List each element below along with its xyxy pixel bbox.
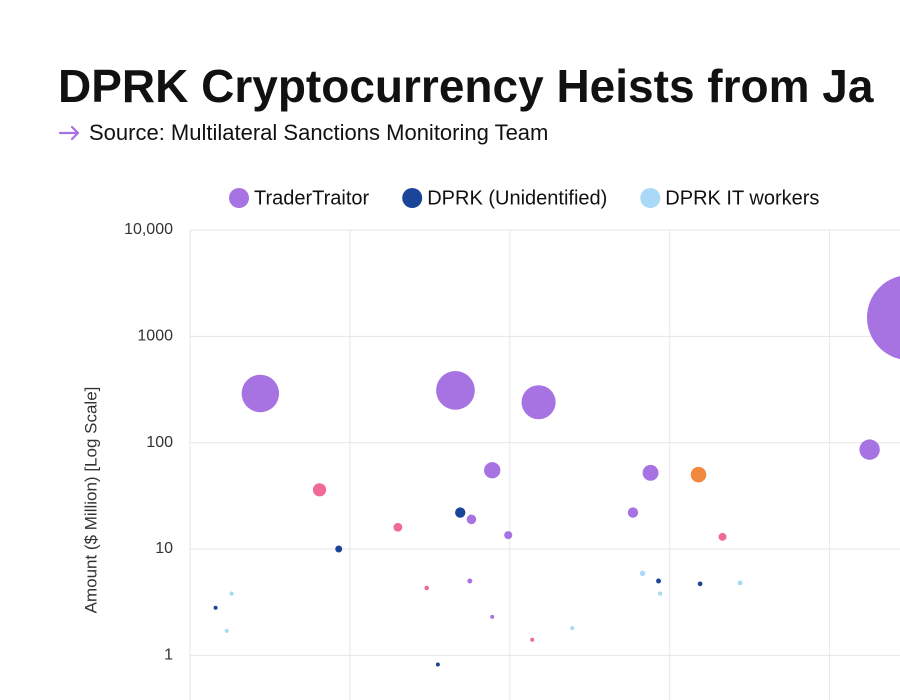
y-axis-label: Amount ($ Million) [Log Scale] <box>81 387 100 614</box>
chart-title: DPRK Cryptocurrency Heists from Ja <box>58 60 874 112</box>
legend-label: DPRK IT workers <box>665 187 819 209</box>
y-tick-label: 10,000 <box>124 221 173 238</box>
y-tick-label: 1000 <box>137 328 173 345</box>
legend-label: TraderTraitor <box>254 187 370 209</box>
bubble <box>718 532 727 541</box>
bubble <box>521 385 556 420</box>
bubble <box>393 522 403 532</box>
plot-area <box>213 276 900 667</box>
bubble <box>224 628 229 633</box>
bubble <box>312 483 327 497</box>
subtitle-arrow <box>58 125 80 141</box>
legend-label: DPRK (Unidentified) <box>427 187 607 209</box>
bubble <box>490 614 495 619</box>
y-tick-label: 100 <box>146 434 173 451</box>
bubble <box>737 580 743 586</box>
bubble <box>484 462 501 479</box>
bubble <box>570 626 575 631</box>
y-tick-label: 1 <box>164 647 173 664</box>
bubble <box>639 570 646 577</box>
bubble <box>466 514 477 525</box>
bubble <box>697 581 703 587</box>
bubble <box>455 507 466 518</box>
bubble <box>627 507 639 518</box>
bubble <box>867 276 900 360</box>
bubble <box>504 531 513 540</box>
bubble <box>436 371 475 410</box>
bubble <box>530 637 535 642</box>
y-tick-label: 10 <box>155 540 173 557</box>
bubble <box>657 591 663 596</box>
bubble <box>213 605 218 610</box>
bubble <box>229 591 234 596</box>
bubble <box>859 439 880 460</box>
bubble <box>656 578 661 584</box>
bubble <box>690 466 707 483</box>
legend-swatch <box>229 188 249 208</box>
legend-swatch <box>640 188 661 208</box>
chart-subtitle: Source: Multilateral Sanctions Monitorin… <box>89 120 548 145</box>
legend-swatch <box>402 188 423 208</box>
bubble <box>241 374 280 413</box>
bubble <box>642 464 659 481</box>
bubble <box>424 585 429 591</box>
bubble <box>467 578 473 584</box>
bubble <box>435 662 440 667</box>
bubble <box>335 545 343 553</box>
